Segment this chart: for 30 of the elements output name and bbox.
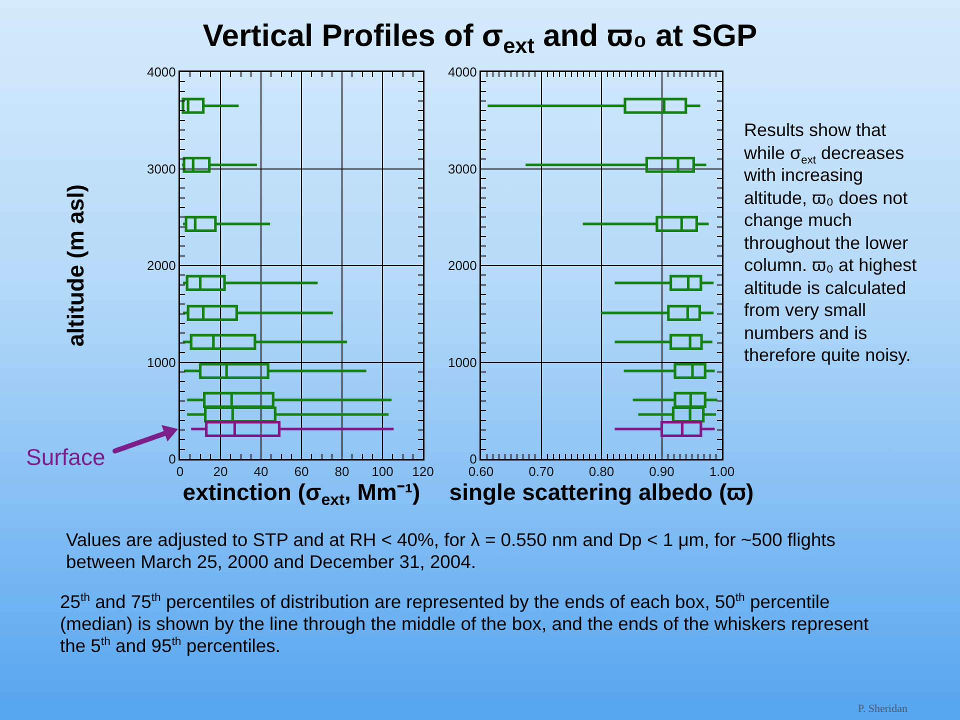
x-tick-label: 0.90 xyxy=(649,464,674,480)
y-tick-label: 0 xyxy=(470,452,477,467)
text: 25$^{th}$ and 75$^{th}$ percentiles of distribution are represented by the ends of each box, 50$^{th}$ percentile (median) is shown by the line through the middle of the box, and the ends of the whiskers represent the 5$^{th}$ and 95$^{th}$ percentiles. xyxy=(60,591,869,656)
y-tick-label: 3000 xyxy=(448,161,477,176)
x-axis-title: single scattering albedo (ϖ) xyxy=(449,479,754,506)
x-tick-label: 80 xyxy=(334,464,350,480)
x-tick-label: 0.60 xyxy=(468,464,494,480)
x-tick-label: 40 xyxy=(254,464,268,480)
x-tick-label: 0.80 xyxy=(588,464,614,480)
y-tick-label: 0 xyxy=(168,452,176,467)
y-tick-label: 3000 xyxy=(146,161,176,176)
y-tick-label: 4000 xyxy=(146,64,176,80)
y-tick-label: 2000 xyxy=(146,258,176,274)
x-tick-label: 100 xyxy=(372,464,394,480)
text: P. Sheridan xyxy=(858,703,908,715)
text: Results show that while σ$_{ext}$ decreases with increasing altitude, ϖ₀ does not change much throughout the lower column. ϖ₀ at highest altitude is calculated from very small numbers and is therefore quite noisy. xyxy=(744,120,917,365)
chart-title: Vertical Profiles of σ$_{ext}$ and ϖ₀ at SGP xyxy=(202,18,758,58)
x-tick-label: 1.00 xyxy=(709,464,735,480)
x-tick-label: 0.70 xyxy=(528,464,554,480)
y-axis-title: altitude (m asl) xyxy=(62,184,89,347)
x-axis-title: extinction (σ$_{ext}$, Mm⁻¹) xyxy=(182,479,420,509)
text: Values are adjusted to STP and at RH < 40%, for λ = 0.550 nm and Dp < 1 μm, for ~500 flights between March 25, 2000 and December 31, 2004. xyxy=(66,529,836,573)
y-tick-label: 2000 xyxy=(448,258,477,274)
text: Surface xyxy=(26,444,106,470)
y-tick-label: 1000 xyxy=(146,354,176,370)
x-tick-label: 20 xyxy=(213,464,228,480)
x-tick-label: 60 xyxy=(294,464,309,480)
y-tick-label: 1000 xyxy=(448,354,477,370)
y-tick-label: 4000 xyxy=(448,64,477,80)
x-tick-label: 120 xyxy=(412,464,434,480)
